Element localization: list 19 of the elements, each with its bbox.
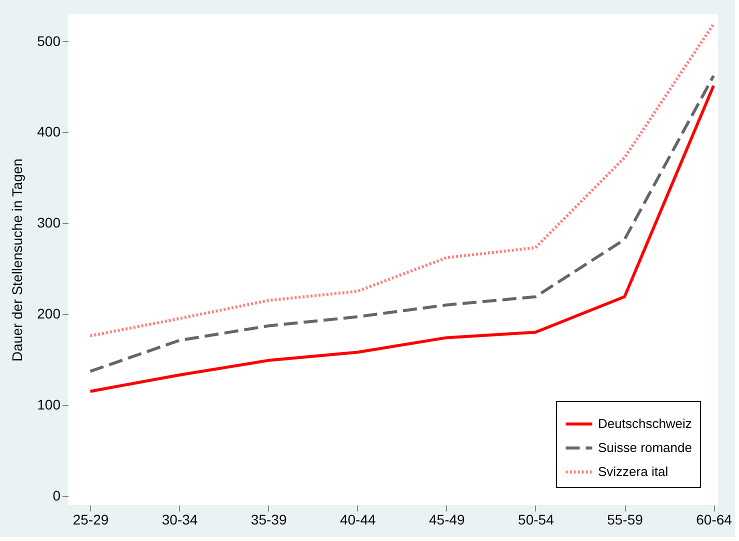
y-tick-label: 100	[37, 396, 61, 412]
line-series	[88, 22, 716, 338]
x-tick-label: 50-54	[518, 512, 554, 528]
x-tick-label: 30-34	[162, 512, 198, 528]
x-tick-label: 45-49	[429, 512, 466, 528]
y-tick-label: 300	[37, 214, 61, 231]
y-tick-label: 500	[37, 32, 61, 49]
legend-label: Suisse romande	[598, 440, 692, 455]
y-tick-label: 0	[52, 487, 61, 504]
legend-label: Deutschschweiz	[598, 416, 692, 431]
x-tick-label: 55-59	[607, 512, 644, 528]
x-tick-label: 35-39	[250, 512, 287, 528]
x-tick-label: 60-64	[696, 512, 732, 528]
x-tick-label: 25-29	[72, 512, 109, 528]
y-tick-label: 200	[37, 306, 61, 322]
legend-label: Svizzera ital	[598, 464, 668, 479]
y-tick-label: 400	[37, 124, 61, 140]
x-tick-label: 40-44	[340, 512, 376, 528]
y-axis-title: Dauer der Stellensuche in Tagen	[9, 158, 26, 362]
